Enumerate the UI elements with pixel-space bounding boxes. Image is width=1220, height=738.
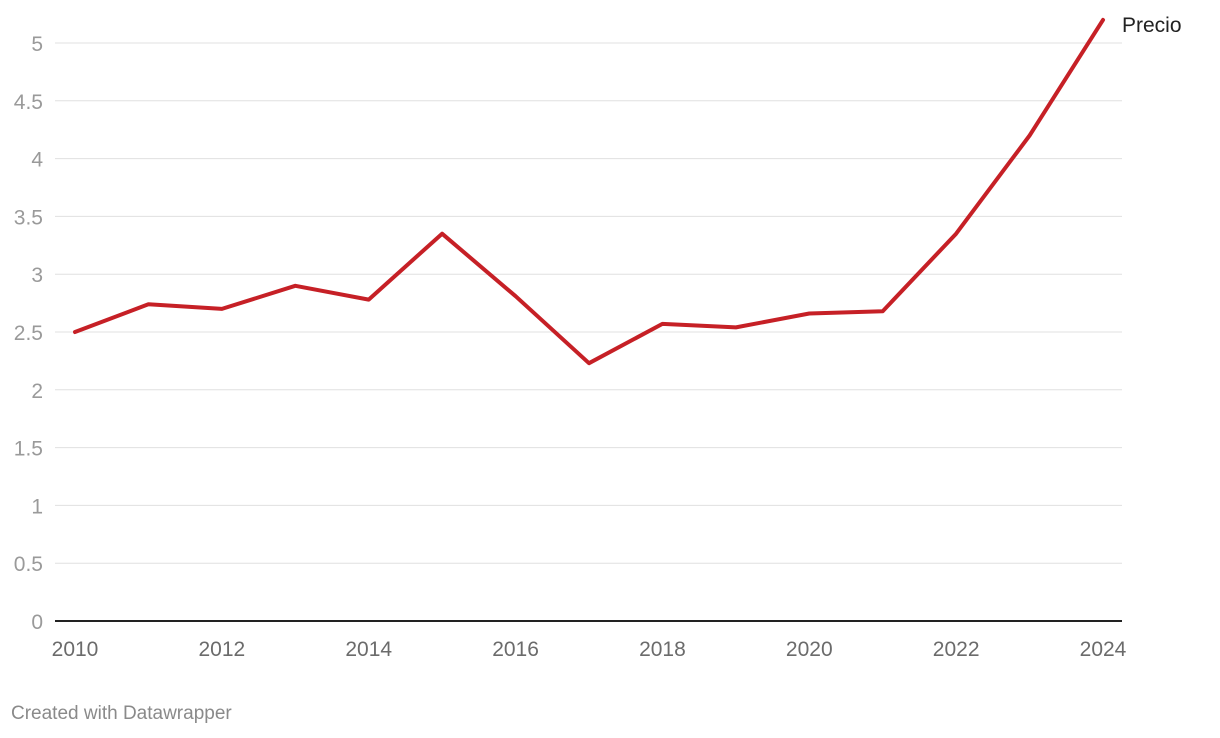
series-line-precio — [73, 17, 1105, 366]
credit-text: Created with Datawrapper — [11, 703, 232, 724]
x-axis: 2010 2012 2014 2016 2018 2020 2022 2024 — [52, 638, 1127, 661]
y-tick-label: 0 — [31, 611, 43, 634]
x-tick-label: 2014 — [345, 638, 392, 661]
y-tick-label: 2 — [31, 380, 43, 403]
gridlines — [55, 42, 1122, 622]
y-tick-label: 0.5 — [14, 553, 43, 576]
x-tick-label: 2018 — [639, 638, 686, 661]
y-tick-label: 3.5 — [14, 206, 43, 229]
y-tick-label: 4.5 — [14, 91, 43, 114]
x-tick-label: 2022 — [933, 638, 980, 661]
y-tick-label: 2.5 — [14, 322, 43, 345]
x-tick-label: 2024 — [1080, 638, 1127, 661]
y-tick-label: 1.5 — [14, 438, 43, 461]
series-layer: Precio — [73, 14, 1182, 366]
x-tick-label: 2016 — [492, 638, 539, 661]
y-tick-label: 1 — [31, 495, 43, 518]
x-tick-label: 2020 — [786, 638, 833, 661]
y-axis: 0 0.5 1 1.5 2 2.5 3 3.5 4 4.5 5 — [14, 33, 44, 634]
x-tick-label: 2012 — [198, 638, 245, 661]
y-tick-label: 4 — [31, 149, 43, 172]
x-tick-label: 2010 — [52, 638, 99, 661]
series-label: Precio — [1122, 14, 1182, 37]
y-tick-label: 3 — [31, 264, 43, 287]
y-tick-label: 5 — [31, 33, 43, 56]
